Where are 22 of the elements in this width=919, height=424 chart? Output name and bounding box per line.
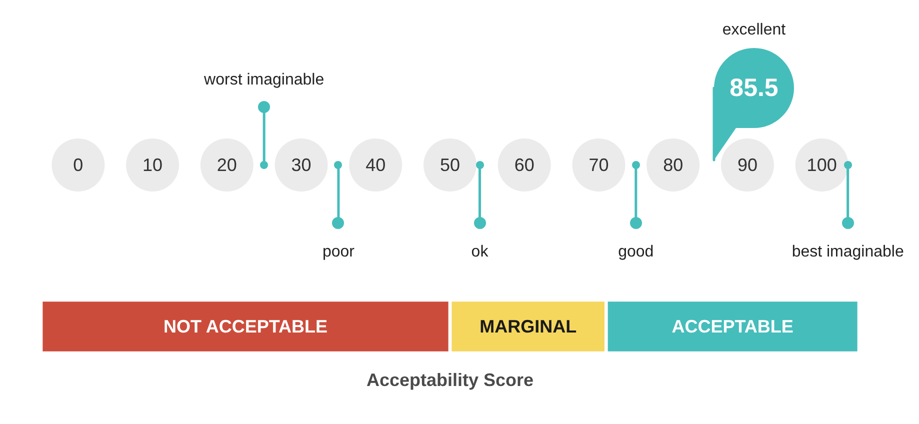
x-tick-label: 80 bbox=[663, 154, 684, 175]
x-tick-label: 30 bbox=[291, 154, 312, 175]
ref-line-label: best imaginable bbox=[792, 243, 904, 260]
ref-line-label: ok bbox=[471, 243, 490, 260]
text: excellent bbox=[722, 21, 786, 38]
series-label: ACCEPTABLE bbox=[672, 316, 794, 336]
x-tick-label: 90 bbox=[737, 154, 758, 175]
x-tick-label: 70 bbox=[588, 154, 609, 175]
ref-line-label: poor bbox=[322, 243, 356, 260]
series-label: NOT ACCEPTABLE bbox=[164, 316, 328, 336]
ref-line-label: good bbox=[618, 243, 654, 260]
x-tick-label: 10 bbox=[142, 154, 163, 175]
x-tick-label: 50 bbox=[440, 154, 460, 175]
annotation: Acceptability Score bbox=[366, 370, 534, 390]
ref-line-label: worst imaginable bbox=[203, 71, 324, 88]
x-tick-label: 0 bbox=[73, 154, 84, 175]
x-tick-label: 60 bbox=[514, 154, 534, 175]
ref-line-label: 85.5 bbox=[730, 74, 778, 102]
x-tick-label: 20 bbox=[216, 154, 237, 175]
x-tick-label: 40 bbox=[366, 154, 386, 175]
series-label: MARGINAL bbox=[480, 316, 577, 336]
x-tick-label: 100 bbox=[806, 154, 837, 175]
